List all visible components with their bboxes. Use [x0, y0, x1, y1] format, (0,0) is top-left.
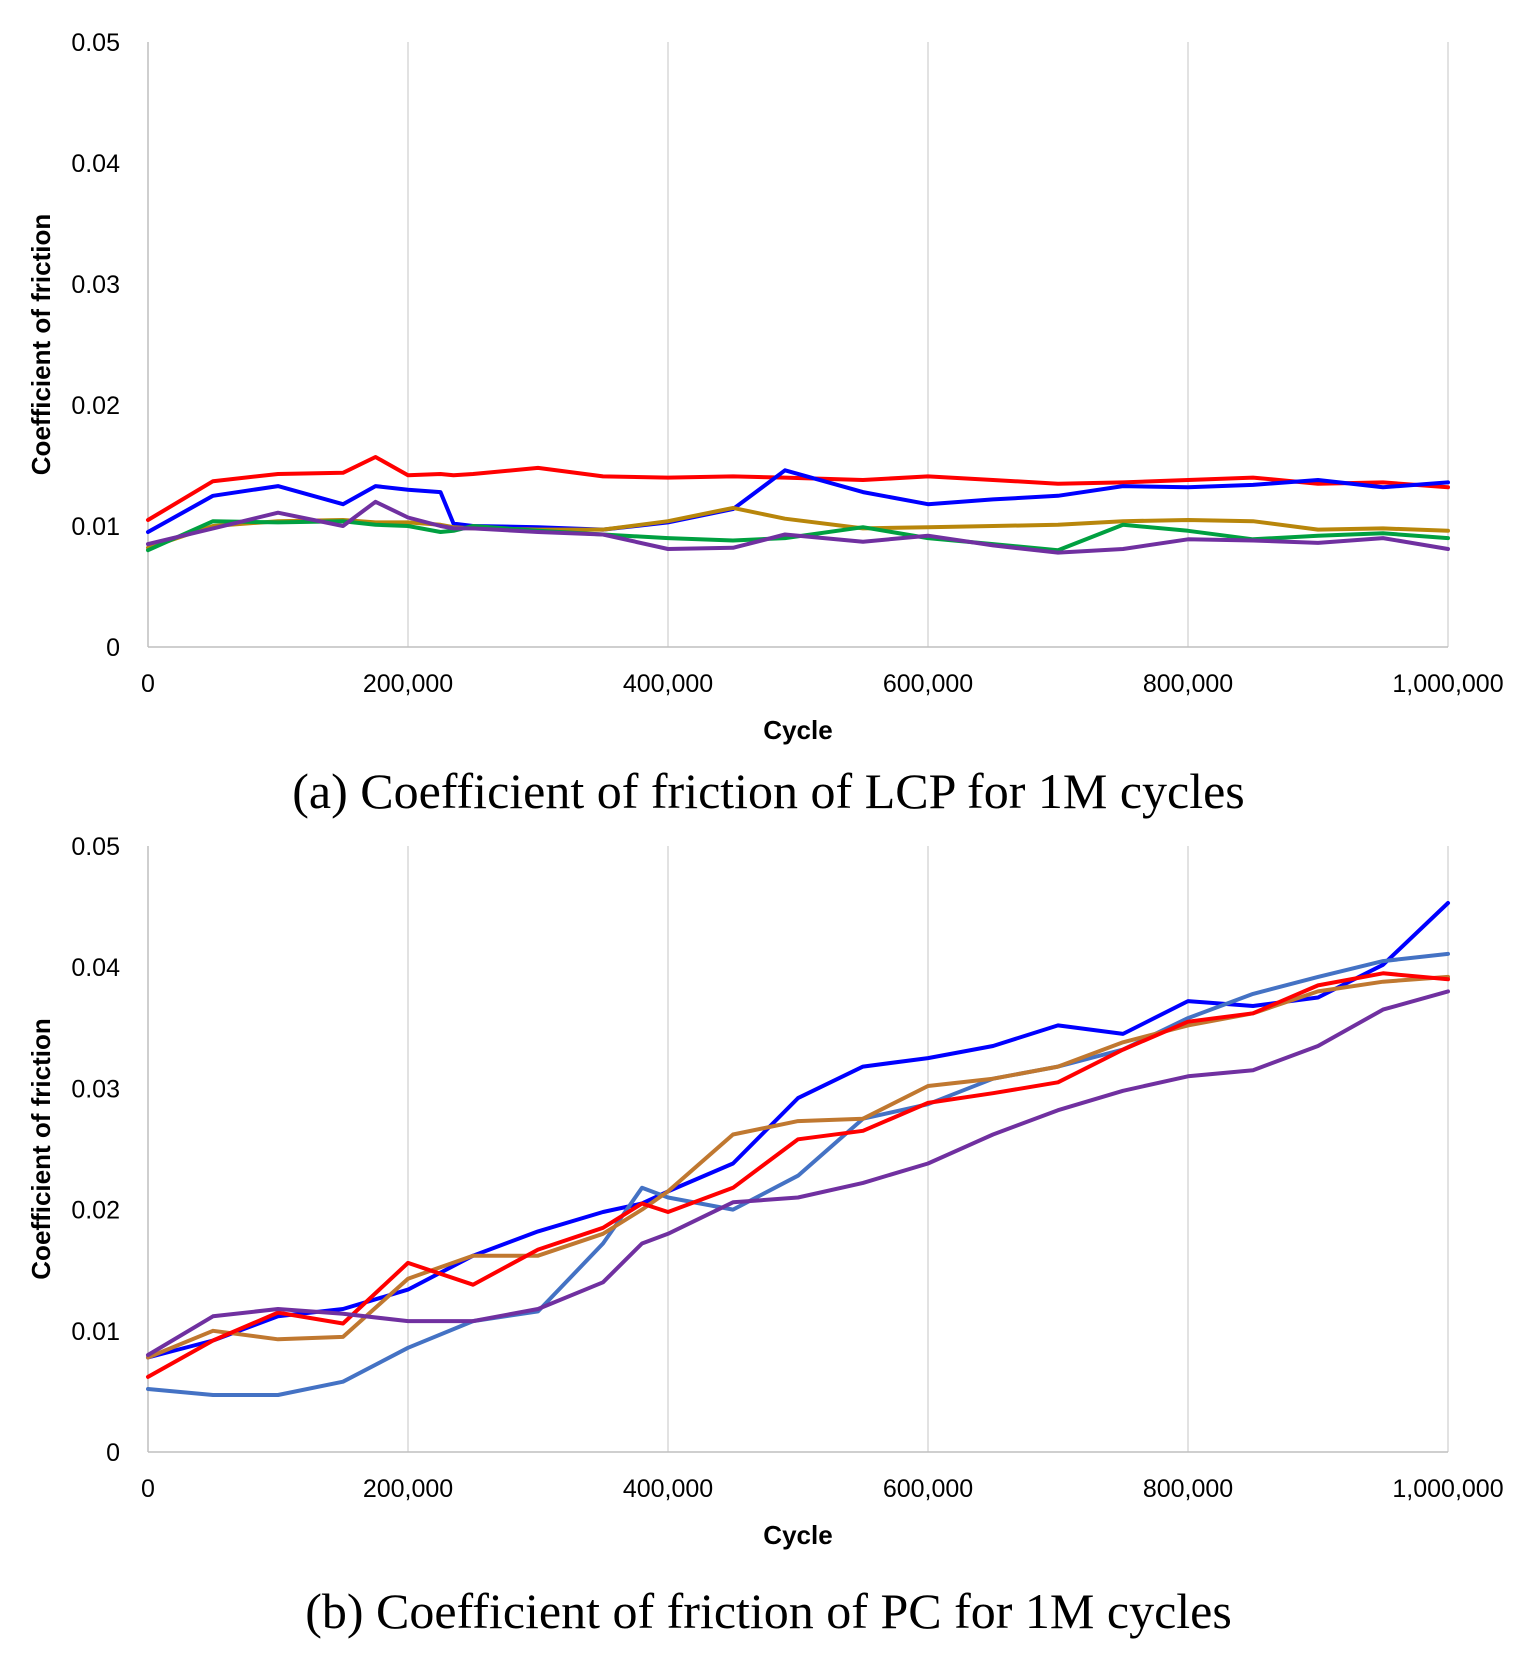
series-line-3 [146, 505, 1450, 550]
y-tick-label: 0 [106, 634, 120, 662]
x-tick-label: 600,000 [883, 1475, 973, 1503]
chart-lcp-svg: 0 200,000 400,000 600,000 800,000 1,000,000 0 0… [26, 29, 1504, 745]
y-tick-label: 0.01 [71, 513, 120, 541]
series-line-3 [146, 974, 1450, 1360]
chart-pc-svg: 0 200,000 400,000 600,000 800,000 1,000,000 0 0… [26, 833, 1504, 1550]
y-tick-label: 0.01 [71, 1318, 120, 1346]
y-axis-title: Coefficient of friction [26, 214, 56, 475]
chart-caption-lcp: (a) Coefficient of friction of LCP for 1… [292, 763, 1245, 819]
y-tick-label: 0.05 [71, 833, 120, 861]
x-tick-label: 400,000 [623, 670, 713, 698]
x-axis-title: Cycle [763, 1520, 832, 1550]
y-tick-label: 0.03 [71, 271, 120, 299]
y-tick-label: 0.03 [71, 1075, 120, 1103]
y-tick-label: 0.04 [71, 150, 120, 178]
chart-panel-lcp: 0 200,000 400,000 600,000 800,000 1,000,000 0 0… [26, 29, 1504, 819]
x-tick-label: 200,000 [363, 670, 453, 698]
x-tick-label: 600,000 [883, 670, 973, 698]
series-line-4 [146, 971, 1450, 1379]
series-line-1 [146, 901, 1450, 1360]
x-tick-label: 1,000,000 [1392, 670, 1503, 698]
x-tick-label: 800,000 [1143, 670, 1233, 698]
x-axis-title: Cycle [763, 715, 832, 745]
series-line-1 [146, 455, 1450, 522]
y-axis-title: Coefficient of friction [26, 1018, 56, 1279]
y-tick-label: 0.02 [71, 392, 120, 420]
series-line-5 [146, 989, 1450, 1357]
x-tick-label: 1,000,000 [1392, 1475, 1503, 1503]
series-line-4 [146, 519, 1450, 553]
x-tick-label: 200,000 [363, 1475, 453, 1503]
series-line-2 [146, 951, 1450, 1397]
y-tick-label: 0.04 [71, 954, 120, 982]
chart-panel-pc: 0 200,000 400,000 600,000 800,000 1,000,000 0 0… [0, 830, 1537, 1659]
y-tick-label: 0 [106, 1439, 120, 1467]
y-tick-label: 0.02 [71, 1197, 120, 1225]
x-tick-label: 400,000 [623, 1475, 713, 1503]
series-line-5 [146, 499, 1450, 555]
x-tick-label: 0 [141, 1475, 155, 1503]
x-tick-label: 800,000 [1143, 1475, 1233, 1503]
y-tick-label: 0.05 [71, 29, 120, 57]
x-tick-label: 0 [141, 670, 155, 698]
chart-caption-pc: (b) Coefficient of friction of PC for 1M… [305, 1583, 1232, 1639]
